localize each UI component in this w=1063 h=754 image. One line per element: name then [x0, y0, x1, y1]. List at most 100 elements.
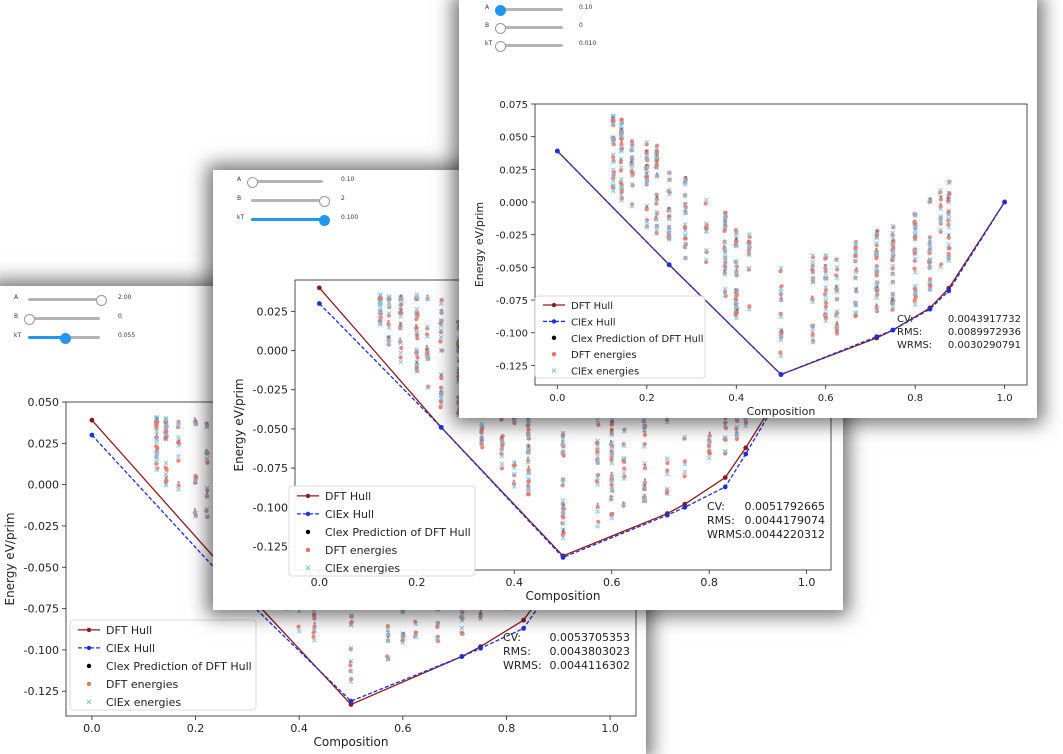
- clex-energy-point: [204, 506, 210, 512]
- dft-energy-point: [163, 465, 168, 470]
- slider-handle[interactable]: [494, 40, 506, 52]
- clex-prediction-point: [834, 284, 838, 288]
- clex-energy-point: [414, 330, 420, 335]
- clex-energy-point: [706, 455, 712, 461]
- clex-hull-line: [318, 303, 808, 559]
- slider-handle[interactable]: [23, 313, 35, 325]
- clex-prediction-point: [939, 195, 943, 199]
- clex-energy-point: [595, 418, 600, 423]
- clex-energy-point: [438, 323, 444, 328]
- y-tick-label: 0.000: [499, 198, 528, 209]
- clex-prediction-point: [643, 484, 646, 487]
- clex-energy-point: [912, 302, 918, 307]
- clex-prediction-point: [415, 360, 418, 364]
- clex-prediction-point: [947, 234, 950, 237]
- clex-energy-point: [595, 457, 600, 463]
- slider-track[interactable]: [499, 26, 563, 29]
- clex-energy-point: [459, 625, 465, 631]
- clex-energy-point: [654, 199, 660, 205]
- clex-hull-line-point: [348, 698, 354, 704]
- clex-energy-point: [810, 259, 816, 265]
- dft-hull-line-point: [743, 445, 749, 451]
- slider-track[interactable]: [499, 8, 563, 11]
- dft-energy-point: [664, 490, 669, 495]
- dft-energy-point: [596, 422, 601, 427]
- clex-energy-point: [459, 614, 465, 620]
- clex-energy-point: [348, 679, 354, 685]
- legend-marker-dot: [86, 645, 92, 651]
- clex-prediction-point: [193, 508, 197, 511]
- clex-energy-point: [629, 173, 635, 179]
- slider-handle[interactable]: [318, 214, 330, 226]
- clex-energy-point: [644, 153, 650, 159]
- slider-handle[interactable]: [494, 4, 506, 16]
- clex-energy-point: [154, 428, 160, 434]
- clex-energy-point: [176, 453, 181, 459]
- slider-track[interactable]: [251, 199, 323, 202]
- x-axis-label: Composition: [526, 589, 601, 603]
- clex-energy-point: [927, 287, 933, 292]
- slider-track[interactable]: [251, 218, 323, 221]
- legend-label: ClEx energies: [571, 367, 639, 378]
- clex-energy-point: [682, 469, 688, 475]
- clex-prediction-point: [643, 478, 647, 481]
- clex-energy-point: [746, 306, 752, 312]
- clex-energy-point: [834, 287, 840, 293]
- clex-energy-point: [722, 247, 728, 252]
- slider-handle[interactable]: [246, 176, 258, 188]
- clex-energy-point: [912, 211, 918, 217]
- clex-prediction-point: [512, 479, 516, 482]
- dft-hull-line-point: [521, 617, 526, 623]
- clex-energy-point: [595, 509, 600, 514]
- clex-energy-point: [778, 265, 784, 271]
- dft-energy-point: [526, 467, 531, 472]
- clex-energy-point: [641, 417, 647, 423]
- clex-prediction-point: [456, 340, 460, 343]
- dft-energy-point: [610, 511, 615, 517]
- clex-energy-point: [666, 177, 672, 183]
- slider-track[interactable]: [499, 44, 563, 47]
- slider-handle[interactable]: [95, 294, 107, 306]
- clex-energy-point: [499, 453, 505, 459]
- clex-energy-point: [644, 178, 650, 184]
- clex-energy-point: [654, 173, 660, 179]
- clex-energy-point: [311, 637, 317, 643]
- y-axis-label: Energy eV/prim: [3, 512, 17, 605]
- dft-energy-point: [665, 468, 670, 473]
- dft-energy-point: [312, 624, 317, 629]
- clex-energy-point: [526, 435, 531, 441]
- legend-label: Clex Prediction of DFT Hull: [571, 334, 704, 345]
- dft-energy-point: [164, 478, 169, 483]
- dft-energy-point: [642, 465, 647, 471]
- slider-handle[interactable]: [494, 22, 506, 34]
- slider-track[interactable]: [251, 180, 323, 183]
- clex-prediction-point: [479, 610, 482, 613]
- dft-hull-line: [318, 287, 808, 557]
- slider-label: kT: [14, 332, 22, 339]
- dft-energy-point: [778, 350, 783, 355]
- y-tick-label: -0.125: [24, 685, 59, 698]
- slider-group: A 0.10 B 0 kT 0.010: [485, 4, 645, 68]
- clex-energy-point: [734, 417, 740, 423]
- clex-energy-point: [348, 645, 354, 651]
- dft-energy-point: [609, 457, 614, 462]
- clex-prediction-point: [426, 348, 429, 351]
- clex-energy-point: [654, 223, 660, 229]
- slider-handle[interactable]: [59, 332, 71, 344]
- clex-prediction-point: [205, 491, 209, 495]
- clex-energy-point: [778, 337, 784, 343]
- clex-energy-point: [499, 439, 505, 444]
- clex-energy-point: [511, 484, 517, 489]
- clex-prediction-point: [891, 299, 894, 302]
- y-tick-label: -0.075: [496, 296, 528, 307]
- slider-label: B: [14, 313, 19, 320]
- clex-prediction-point: [177, 439, 181, 442]
- slider-value: 0.010: [579, 40, 597, 47]
- dft-energy-point: [438, 405, 443, 410]
- clex-prediction-point: [500, 435, 504, 438]
- clex-energy-point: [743, 416, 749, 422]
- slider-track[interactable]: [28, 317, 100, 320]
- dft-energy-point: [194, 475, 199, 480]
- slider-handle[interactable]: [318, 195, 330, 207]
- slider-track[interactable]: [28, 298, 100, 301]
